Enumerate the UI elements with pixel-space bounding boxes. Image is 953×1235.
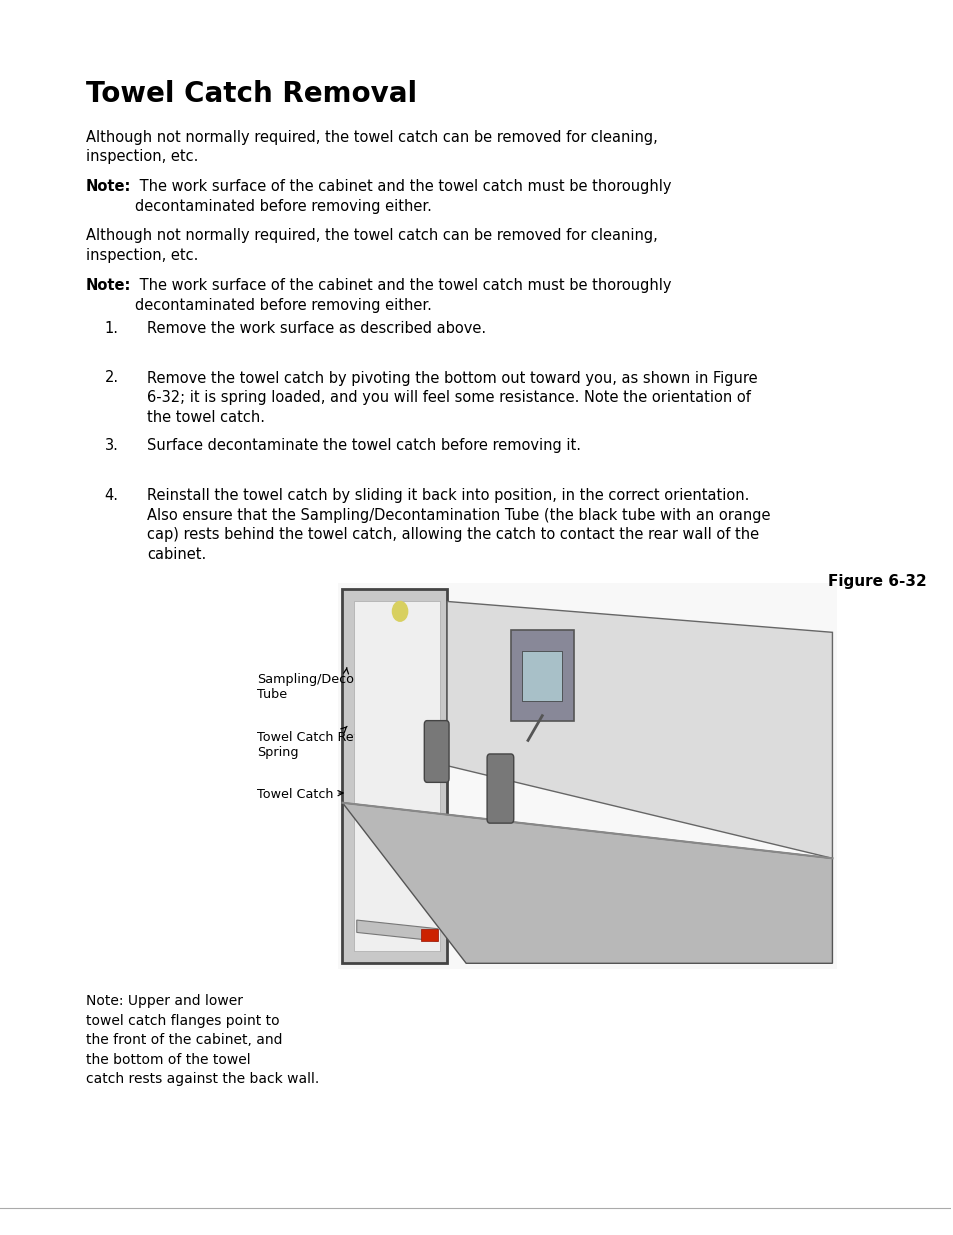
Text: Note: Upper and lower
towel catch flanges point to
the front of the cabinet, and: Note: Upper and lower towel catch flange… <box>86 994 318 1086</box>
Text: The work surface of the cabinet and the towel catch must be thoroughly
decontami: The work surface of the cabinet and the … <box>135 179 671 214</box>
Text: Remove the towel catch by pivoting the bottom out toward you, as shown in Figure: Remove the towel catch by pivoting the b… <box>148 370 758 425</box>
FancyBboxPatch shape <box>511 630 573 721</box>
Text: Although not normally required, the towel catch can be removed for cleaning,
ins: Although not normally required, the towe… <box>86 130 657 164</box>
Text: Note:: Note: <box>86 278 131 293</box>
Text: 4.: 4. <box>105 488 118 503</box>
Text: Towel Catch Removal: Towel Catch Removal <box>86 80 416 109</box>
Text: Towel Catch Retaining
Spring: Towel Catch Retaining Spring <box>256 726 397 760</box>
Text: Sampling/Decontamination
Tube: Sampling/Decontamination Tube <box>256 668 431 701</box>
FancyBboxPatch shape <box>521 652 561 701</box>
Text: Figure 6-32: Figure 6-32 <box>827 574 925 589</box>
Text: 2.: 2. <box>105 370 119 385</box>
Polygon shape <box>420 929 437 941</box>
Text: Note:: Note: <box>86 179 131 194</box>
Text: Towel Catch: Towel Catch <box>256 788 343 802</box>
Text: 1.: 1. <box>105 321 118 336</box>
Text: Remove the work surface as described above.: Remove the work surface as described abo… <box>148 321 486 336</box>
Polygon shape <box>447 601 832 858</box>
FancyBboxPatch shape <box>337 583 837 969</box>
Text: Surface decontaminate the towel catch before removing it.: Surface decontaminate the towel catch be… <box>148 438 580 453</box>
FancyBboxPatch shape <box>424 721 449 783</box>
FancyBboxPatch shape <box>487 753 514 824</box>
Text: The work surface of the cabinet and the towel catch must be thoroughly
decontami: The work surface of the cabinet and the … <box>135 278 671 312</box>
Text: 3.: 3. <box>105 438 118 453</box>
Text: Although not normally required, the towel catch can be removed for cleaning,
ins: Although not normally required, the towe… <box>86 228 657 263</box>
Polygon shape <box>356 920 437 941</box>
Circle shape <box>392 601 407 621</box>
Polygon shape <box>342 803 832 963</box>
FancyBboxPatch shape <box>342 589 447 963</box>
FancyBboxPatch shape <box>354 601 439 951</box>
Text: Reinstall the towel catch by sliding it back into position, in the correct orien: Reinstall the towel catch by sliding it … <box>148 488 770 562</box>
